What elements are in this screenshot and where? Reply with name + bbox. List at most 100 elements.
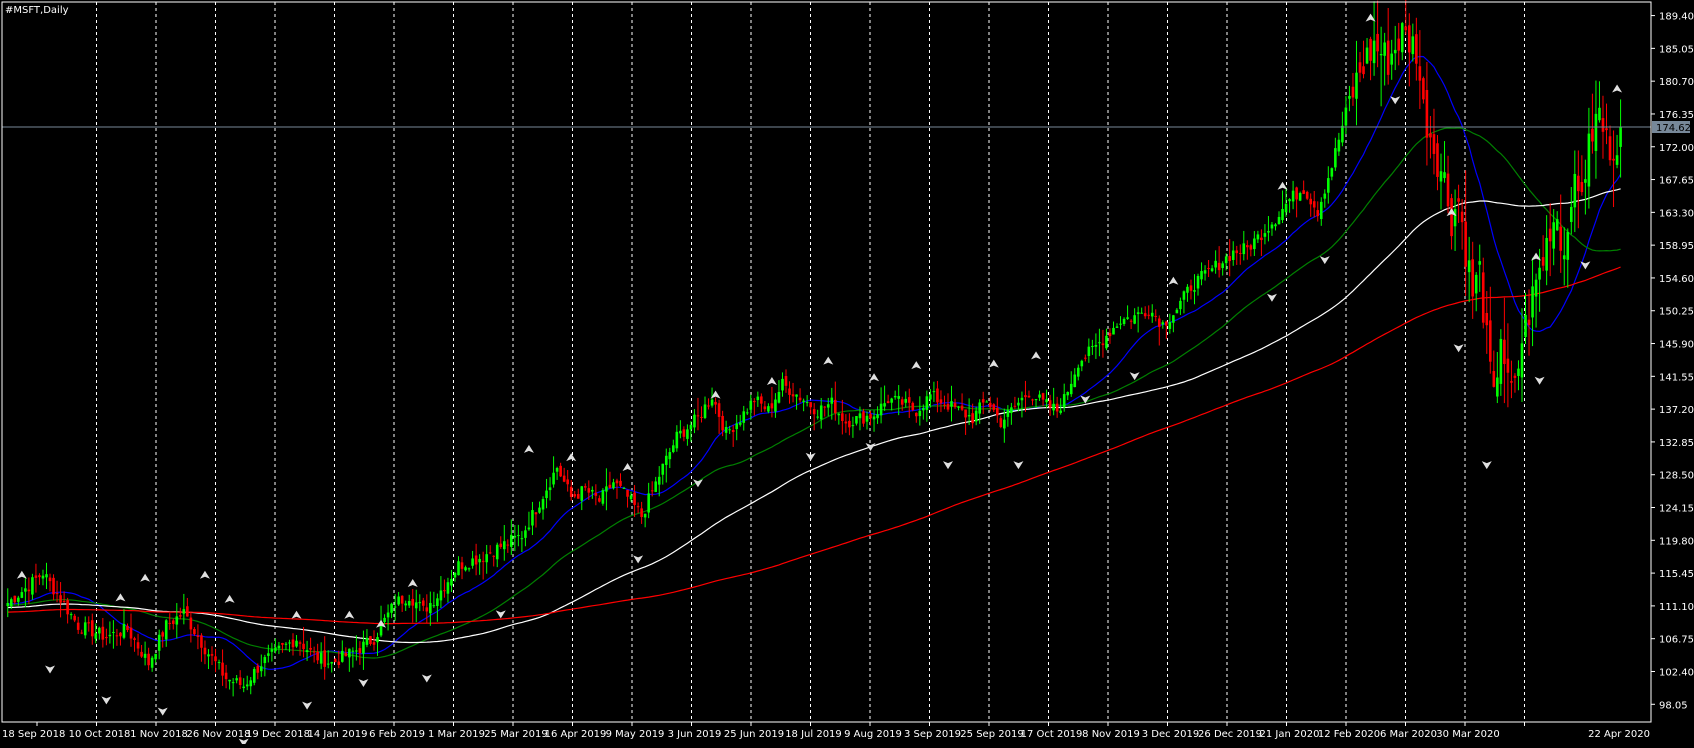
candle-body — [717, 403, 721, 417]
candle-body — [869, 413, 872, 419]
candle-body — [24, 588, 27, 592]
fractal-up-arrow — [224, 594, 235, 603]
x-tick-label: 3 Jun 2019 — [668, 729, 722, 740]
candle-body — [418, 602, 422, 604]
candle-body — [844, 421, 848, 424]
candle-body — [1246, 245, 1249, 248]
candle-body — [186, 606, 189, 617]
candle-body — [925, 396, 929, 410]
candle-body — [524, 530, 527, 538]
candle-body — [1059, 410, 1062, 413]
candle-body — [1274, 224, 1277, 227]
candle-body — [1034, 399, 1038, 401]
candle-body — [242, 686, 245, 689]
candle-body — [967, 415, 971, 417]
candle-body — [1210, 268, 1214, 272]
candle-body — [6, 603, 10, 607]
candle-body — [407, 601, 411, 606]
candle-body — [17, 597, 20, 602]
candle-body — [1404, 26, 1408, 31]
candle-body — [98, 627, 101, 634]
candle-body — [1334, 148, 1337, 168]
candle-body — [647, 493, 650, 513]
candle-body — [672, 445, 675, 453]
candle-body — [876, 414, 879, 419]
candle-body — [510, 534, 513, 547]
candle-body — [393, 606, 397, 608]
fractal-down-arrow — [1453, 344, 1464, 353]
fractal-down-arrow — [1266, 293, 1277, 302]
fractal-up-arrow — [291, 610, 302, 619]
candle-body — [1017, 402, 1020, 406]
candle-body — [760, 396, 763, 404]
candle-body — [1242, 243, 1246, 255]
candle-body — [453, 572, 457, 578]
candle-body — [936, 388, 939, 403]
candle-body — [1474, 274, 1478, 294]
candle-body — [1189, 285, 1193, 291]
fractal-down-arrow — [495, 610, 506, 619]
candle-body — [471, 558, 474, 566]
candle-body — [1263, 233, 1267, 237]
candle-body — [1524, 314, 1527, 338]
candle-body — [576, 494, 580, 499]
candle-body — [812, 409, 816, 415]
fractal-down-arrow — [942, 461, 953, 470]
candle-body — [1291, 190, 1295, 202]
candle-body — [1453, 209, 1457, 227]
candle-body — [87, 622, 91, 624]
candle-body — [932, 391, 936, 393]
fractal-down-arrow — [1534, 376, 1545, 385]
candle-body — [900, 399, 904, 405]
candle-body — [1587, 133, 1591, 187]
candle-body — [348, 648, 351, 658]
candle-body — [1443, 172, 1446, 179]
candle-body — [1080, 360, 1084, 367]
candle-body — [1196, 275, 1200, 289]
candle-body — [1003, 419, 1006, 429]
candle-body — [1496, 377, 1499, 397]
candle-body — [1478, 261, 1482, 265]
candle-body — [1344, 107, 1348, 126]
candle-body — [922, 408, 925, 411]
candle-body — [1436, 143, 1439, 177]
candle-body — [795, 394, 798, 397]
candle-body — [1393, 49, 1397, 54]
candle-body — [168, 622, 172, 624]
candle-body — [1143, 313, 1147, 317]
candle-body — [1506, 358, 1510, 373]
candle-body — [312, 651, 316, 653]
fractal-down-arrow — [1580, 261, 1591, 270]
candle-body — [1256, 234, 1260, 240]
candle-body — [414, 602, 418, 609]
candle-body — [337, 661, 341, 665]
candle-body — [379, 623, 383, 636]
candle-body — [1302, 190, 1305, 194]
candle-body — [802, 400, 805, 403]
candle-body — [119, 632, 122, 637]
candle-body — [457, 561, 460, 576]
candle-body — [774, 399, 777, 412]
candle-body — [1193, 290, 1196, 292]
candle-body — [460, 562, 464, 569]
candle-body — [893, 395, 897, 398]
chart-title: #MSFT,Daily — [5, 5, 69, 16]
candle-body — [907, 397, 911, 403]
fractals-layer — [16, 13, 1623, 747]
candle-body — [914, 412, 918, 417]
candle-body — [826, 404, 830, 408]
candle-body — [1351, 86, 1355, 98]
candle-body — [400, 595, 404, 604]
candle-body — [1584, 179, 1587, 183]
candles-layer — [6, 0, 1622, 697]
candle-body — [1179, 300, 1182, 310]
candle-body — [1580, 182, 1584, 193]
candle-body — [805, 402, 809, 404]
x-tick-label: 10 Oct 2018 — [69, 729, 131, 740]
candle-body — [210, 654, 214, 656]
candle-body — [819, 405, 823, 420]
candle-body — [1295, 187, 1298, 200]
y-tick-label: 102.40 — [1659, 667, 1694, 678]
